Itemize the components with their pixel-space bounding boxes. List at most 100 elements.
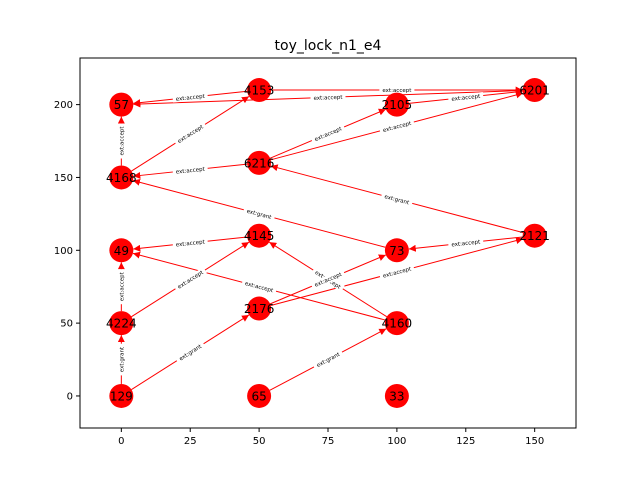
x-tick-label: 50 — [253, 436, 266, 447]
edge-label-bg — [448, 237, 484, 249]
edge-label-bg — [172, 164, 208, 176]
edge-label-bg — [379, 86, 415, 94]
edge-label-group: ext:accept — [379, 118, 415, 135]
edge-label: ext:accept — [382, 121, 412, 134]
node-2105 — [384, 92, 409, 117]
nodes-layer: 57 4153 2105 6201 4168 6216 49 4145 73 2121 4224 21… — [106, 78, 550, 408]
edge-label-bg — [380, 191, 414, 207]
node-label: 73 — [389, 244, 404, 258]
node-label: 6216 — [244, 156, 275, 170]
x-tick-label: 75 — [322, 436, 335, 447]
x-tick-label: 150 — [525, 436, 544, 447]
edge-label-group: ext:accept — [173, 121, 207, 147]
edge-label-bg — [117, 343, 125, 376]
node-33 — [384, 383, 409, 408]
edge-label-group: ext:grant — [380, 191, 414, 207]
edge-label-group: ext:accept — [241, 278, 277, 295]
edge-label-group: ext:accept — [448, 92, 484, 103]
node-label: 2105 — [382, 98, 413, 112]
chart-title: toy_lock_n1_e4 — [275, 38, 382, 54]
node-label: 2121 — [519, 229, 550, 243]
x-tick-label: 25 — [184, 436, 197, 447]
edge-label-bg — [448, 92, 484, 103]
node-49 — [109, 238, 134, 263]
node-129 — [109, 383, 134, 408]
node-2176 — [247, 296, 272, 321]
edge-label-bg — [172, 237, 208, 249]
node-label: 65 — [251, 389, 266, 403]
x-tick-label: 100 — [387, 436, 406, 447]
edge-label-group: ext:accept — [172, 164, 208, 176]
edge-label-group: ext:accept — [379, 264, 415, 280]
edge-label: ext:accept — [177, 124, 205, 145]
node-label: 4145 — [244, 229, 275, 243]
edge-label-bg — [242, 206, 276, 222]
node-4160 — [384, 311, 409, 336]
edge-label-group: ext:accept — [448, 237, 484, 249]
node-65 — [247, 383, 272, 408]
edge-label-group: ext:accept — [117, 269, 125, 305]
y-tick-label: 50 — [60, 319, 73, 330]
edge-label-bg — [312, 349, 344, 371]
edge-label: ext:grant — [178, 343, 203, 362]
edge-label-bg — [172, 92, 208, 103]
node-4168 — [109, 165, 134, 190]
node-label: 6201 — [519, 84, 550, 98]
edge-label-group: ext:accept — [379, 86, 415, 94]
edge-label-group: ext:grant — [242, 206, 276, 222]
edge-label: ext:accept — [119, 271, 125, 301]
edge-label: ext:accept — [313, 95, 343, 102]
edge-label-bg — [241, 278, 277, 295]
node-label: 33 — [389, 389, 404, 403]
edge-label: ext:accept — [451, 94, 481, 103]
edge-label-bg — [379, 118, 415, 135]
edge-label-bg — [310, 93, 346, 102]
ticks-layer: 0 25 50 75 100 125 150 0 50 100 150 200 — [54, 100, 544, 447]
edge-label-group: ext:grant — [174, 340, 206, 364]
node-label: 57 — [114, 98, 129, 112]
edge-label-bg — [173, 267, 207, 292]
edge-label: ext:accept — [176, 239, 206, 248]
edge-label-group: ext:accept — [310, 93, 346, 102]
node-4224 — [109, 311, 134, 336]
edge-label-bg — [117, 269, 125, 305]
node-73 — [384, 238, 409, 263]
y-tick-label: 0 — [67, 391, 73, 402]
edge-label: ext:accept — [382, 266, 412, 279]
node-57 — [109, 92, 134, 117]
node-4145 — [247, 223, 272, 248]
edge-label-group: ext:grant — [312, 349, 344, 371]
edge-label: ext:accept — [177, 270, 205, 291]
edge-label: ext:accept — [119, 126, 125, 156]
x-tick-label: 0 — [118, 436, 124, 447]
edge-label: ext:accept — [176, 94, 206, 103]
edge-labels-layer: ext:accept ext:accept ext:accept ext:accept… — [117, 86, 484, 376]
node-label: 4160 — [382, 317, 413, 331]
edge-label-group: ext:grant — [117, 343, 125, 376]
edge-label-bg — [310, 269, 346, 290]
edge-label: ext:accept — [244, 281, 274, 294]
edge-label: ext:grant — [119, 346, 125, 372]
edge-label-bg — [173, 121, 207, 147]
node-label: 4224 — [106, 317, 137, 331]
node-label: 129 — [110, 389, 133, 403]
edge-label-bg — [310, 123, 346, 144]
edge-label-bg — [174, 340, 206, 364]
edge-label-group: ext:accept — [172, 237, 208, 249]
x-tick-label: 125 — [456, 436, 475, 447]
edge-label-bg — [117, 123, 125, 159]
edge-label-bg — [379, 264, 415, 280]
node-6201 — [522, 78, 547, 103]
node-label: 49 — [114, 244, 129, 258]
edge-label-group: ext:accept — [117, 123, 125, 159]
edge-label: ext:accept — [451, 239, 481, 248]
node-label: 4153 — [244, 84, 275, 98]
plot-area-frame — [79, 57, 577, 429]
edge-label-group: ext:accept — [172, 92, 208, 103]
edge-label-group: ext:accept — [173, 267, 207, 292]
y-tick-label: 150 — [54, 173, 73, 184]
node-label: 4168 — [106, 171, 137, 185]
node-6216 — [247, 150, 272, 175]
